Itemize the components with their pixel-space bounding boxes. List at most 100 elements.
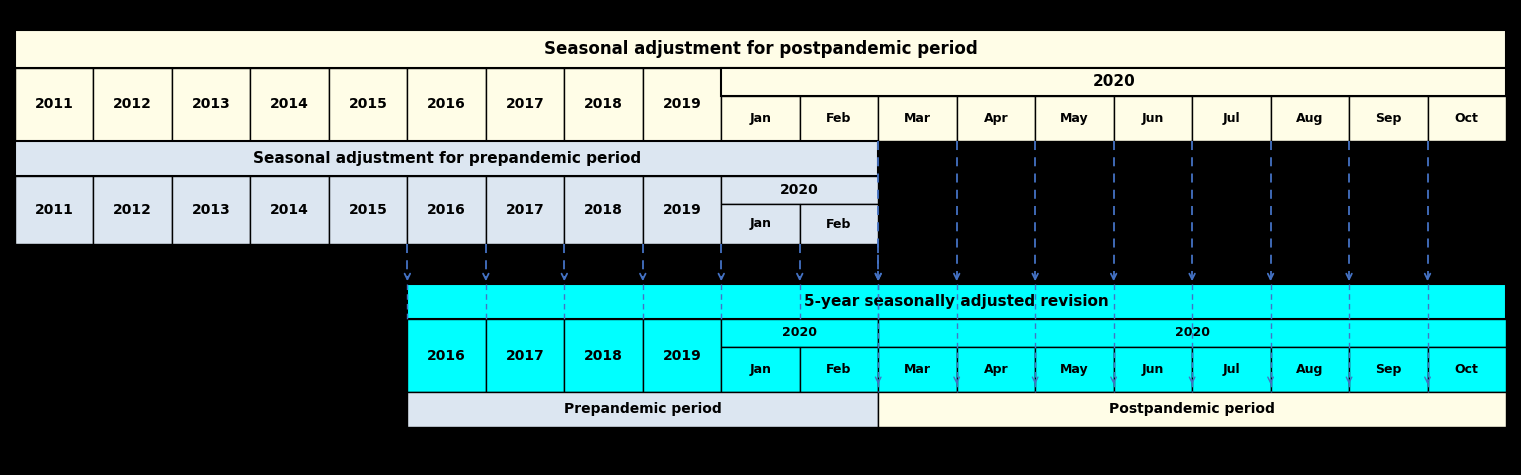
Text: 2019: 2019 (663, 97, 701, 112)
Bar (329, 176, 408, 244)
Bar (878, 96, 957, 141)
Text: May: May (1060, 363, 1089, 376)
Text: Apr: Apr (984, 363, 1008, 376)
Bar (172, 68, 251, 141)
Bar (15, 176, 93, 244)
Bar (721, 319, 878, 347)
Bar (408, 176, 485, 244)
Bar (957, 347, 1036, 392)
Bar (15, 141, 878, 176)
Bar (721, 68, 1506, 96)
Text: Feb: Feb (826, 363, 852, 376)
Text: 2017: 2017 (505, 97, 545, 112)
Text: Oct: Oct (1454, 112, 1478, 125)
Bar (1036, 347, 1113, 392)
Text: May: May (1060, 112, 1089, 125)
Text: Seasonal adjustment for prepandemic period: Seasonal adjustment for prepandemic peri… (252, 151, 640, 166)
Bar (878, 392, 1506, 427)
Text: Aug: Aug (1296, 112, 1323, 125)
Text: Feb: Feb (826, 112, 852, 125)
Text: Feb: Feb (826, 218, 852, 230)
Bar (1428, 347, 1506, 392)
Text: 2016: 2016 (427, 203, 465, 217)
Text: 2020: 2020 (1174, 326, 1209, 340)
Text: 2020: 2020 (782, 326, 817, 340)
Text: 2018: 2018 (584, 349, 624, 362)
Bar (485, 319, 564, 392)
Text: 2013: 2013 (192, 97, 231, 112)
Text: Sep: Sep (1375, 363, 1401, 376)
Bar (1113, 347, 1192, 392)
Text: Postpandemic period: Postpandemic period (1109, 402, 1275, 417)
Text: 2019: 2019 (663, 349, 701, 362)
Text: 2015: 2015 (348, 203, 388, 217)
Text: Jan: Jan (750, 363, 771, 376)
Bar (1349, 96, 1428, 141)
Bar (15, 30, 1506, 68)
Text: 2011: 2011 (35, 97, 73, 112)
Text: Sep: Sep (1375, 112, 1401, 125)
Text: Oct: Oct (1454, 363, 1478, 376)
Text: Apr: Apr (984, 112, 1008, 125)
Bar (800, 204, 878, 244)
Bar (1270, 96, 1349, 141)
Bar (1036, 96, 1113, 141)
Text: 2016: 2016 (427, 97, 465, 112)
Bar (643, 176, 721, 244)
Text: Mar: Mar (903, 363, 931, 376)
Bar (1349, 347, 1428, 392)
Bar (93, 68, 172, 141)
Text: 2020: 2020 (1092, 75, 1135, 89)
Bar (643, 319, 721, 392)
Bar (485, 176, 564, 244)
Text: 2015: 2015 (348, 97, 388, 112)
Text: Seasonal adjustment for postpandemic period: Seasonal adjustment for postpandemic per… (543, 40, 978, 58)
Text: 2016: 2016 (427, 349, 465, 362)
Text: 5-year seasonally adjusted revision: 5-year seasonally adjusted revision (805, 294, 1109, 309)
Text: Jan: Jan (750, 112, 771, 125)
Bar (93, 176, 172, 244)
Bar (1192, 347, 1270, 392)
Text: 2013: 2013 (192, 203, 231, 217)
Text: 2011: 2011 (35, 203, 73, 217)
Bar (408, 392, 878, 427)
Bar (408, 319, 485, 392)
Text: Jan: Jan (750, 218, 771, 230)
Bar (800, 96, 878, 141)
Bar (15, 68, 93, 141)
Text: 2018: 2018 (584, 97, 624, 112)
Bar (251, 68, 329, 141)
Bar (878, 319, 1506, 347)
Text: 2012: 2012 (113, 203, 152, 217)
Bar (564, 68, 643, 141)
Bar (1428, 96, 1506, 141)
Text: Jul: Jul (1223, 363, 1240, 376)
Bar (878, 347, 957, 392)
Text: 2014: 2014 (271, 203, 309, 217)
Bar (251, 176, 329, 244)
Bar (957, 96, 1036, 141)
Text: Prepandemic period: Prepandemic period (564, 402, 721, 417)
Text: 2014: 2014 (271, 97, 309, 112)
Bar (1192, 96, 1270, 141)
Bar (485, 68, 564, 141)
Bar (1113, 96, 1192, 141)
Bar (721, 347, 800, 392)
Bar (721, 176, 878, 204)
Bar (643, 68, 721, 141)
Bar (1270, 347, 1349, 392)
Text: 2017: 2017 (505, 349, 545, 362)
Bar (721, 96, 800, 141)
Text: Mar: Mar (903, 112, 931, 125)
Bar (408, 284, 1506, 319)
Bar (721, 204, 800, 244)
Text: Jul: Jul (1223, 112, 1240, 125)
Bar (329, 68, 408, 141)
Text: Jun: Jun (1142, 112, 1164, 125)
Bar (408, 68, 485, 141)
Text: Jun: Jun (1142, 363, 1164, 376)
Text: 2017: 2017 (505, 203, 545, 217)
Text: 2020: 2020 (780, 183, 820, 197)
Text: Aug: Aug (1296, 363, 1323, 376)
Bar (564, 176, 643, 244)
